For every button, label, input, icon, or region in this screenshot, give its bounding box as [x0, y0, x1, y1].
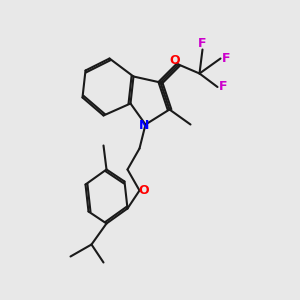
Text: F: F	[198, 37, 207, 50]
Text: F: F	[222, 52, 230, 65]
Text: O: O	[169, 54, 180, 68]
Text: F: F	[219, 80, 227, 94]
Text: N: N	[139, 118, 149, 132]
Text: O: O	[139, 184, 149, 197]
